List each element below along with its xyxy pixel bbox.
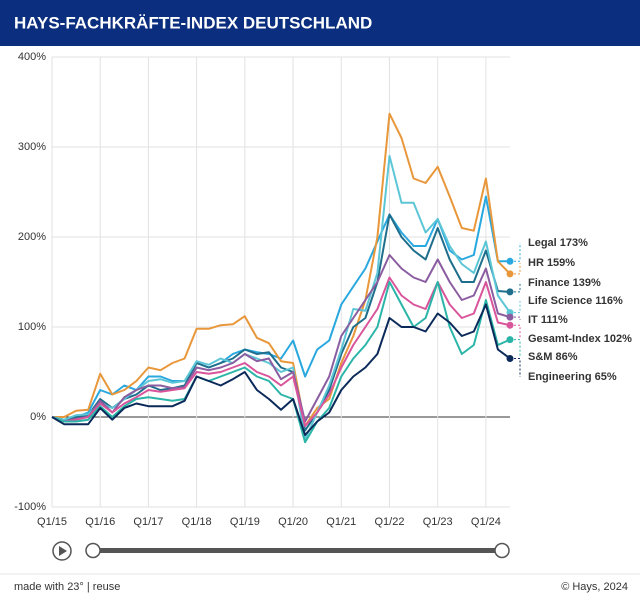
- end-label: Engineering 65%: [528, 371, 617, 383]
- end-dot: [506, 355, 514, 362]
- end-label-bg: [525, 313, 617, 327]
- end-dot: [506, 257, 514, 265]
- x-tick-label: Q1/16: [85, 516, 115, 528]
- end-label: HR 159%: [528, 257, 575, 269]
- credit: © Hays, 2024: [561, 581, 628, 593]
- end-label: Finance 139%: [528, 277, 601, 289]
- end-dot: [506, 313, 514, 321]
- slider-handle[interactable]: [494, 542, 510, 559]
- y-tick-label: 300%: [18, 141, 46, 153]
- label-connector: [514, 324, 521, 339]
- y-tick-label: 100%: [18, 321, 46, 333]
- y-tick-label: 200%: [18, 231, 46, 243]
- end-dot: [506, 288, 514, 296]
- x-tick-label: Q1/21: [326, 516, 356, 528]
- label-connector: [514, 283, 521, 293]
- series-line: [51, 195, 510, 423]
- x-tick-label: Q1/20: [278, 516, 308, 528]
- end-label-bg: [525, 256, 617, 270]
- x-tick-label: Q1/19: [230, 516, 260, 528]
- end-label-bg: [525, 236, 617, 250]
- y-tick-label: 0%: [30, 411, 46, 423]
- header-bar: [0, 0, 640, 46]
- end-label-bg: [525, 370, 617, 384]
- label-connector: [514, 243, 521, 262]
- end-dot: [506, 321, 514, 329]
- label-connector: [514, 263, 521, 275]
- end-dot: [506, 336, 514, 344]
- end-label-bg: [525, 294, 617, 308]
- chart-title: HAYS-FACHKRÄFTE-INDEX DEUTSCHLAND: [14, 13, 372, 32]
- x-tick-label: Q1/17: [133, 516, 163, 528]
- end-label-bg: [525, 332, 617, 346]
- series-line: [51, 254, 511, 423]
- end-label: Life Science 116%: [528, 295, 623, 307]
- end-dot: [506, 270, 514, 278]
- slider-track[interactable]: [92, 548, 502, 553]
- made-with[interactable]: made with 23° | reuse: [14, 581, 120, 593]
- end-label: IT 111%: [528, 314, 568, 326]
- end-label-bg: [525, 350, 617, 364]
- label-connector: [514, 316, 521, 320]
- series-line: [52, 112, 511, 427]
- end-label: Gesamt-Index 102%: [528, 333, 632, 345]
- end-label: Legal 173%: [528, 237, 588, 249]
- end-label: S&M 86%: [528, 351, 578, 363]
- x-tick-label: Q1/22: [374, 516, 404, 528]
- y-tick-label: -100%: [14, 501, 46, 513]
- play-icon: [59, 546, 67, 556]
- label-connector: [514, 358, 521, 377]
- series-line: [51, 155, 511, 441]
- series-line: [51, 213, 511, 432]
- series-line: [51, 281, 511, 444]
- x-tick-label: Q1/15: [37, 516, 67, 528]
- x-tick-label: Q1/23: [423, 516, 453, 528]
- slider-handle[interactable]: [85, 542, 101, 559]
- label-connector: [514, 301, 521, 314]
- label-connector: [514, 339, 521, 357]
- series-line: [51, 303, 511, 436]
- x-tick-label: Q1/24: [471, 516, 501, 528]
- y-tick-label: 400%: [18, 51, 46, 63]
- series-line: [51, 276, 511, 427]
- x-tick-label: Q1/18: [182, 516, 212, 528]
- end-label-bg: [525, 276, 617, 290]
